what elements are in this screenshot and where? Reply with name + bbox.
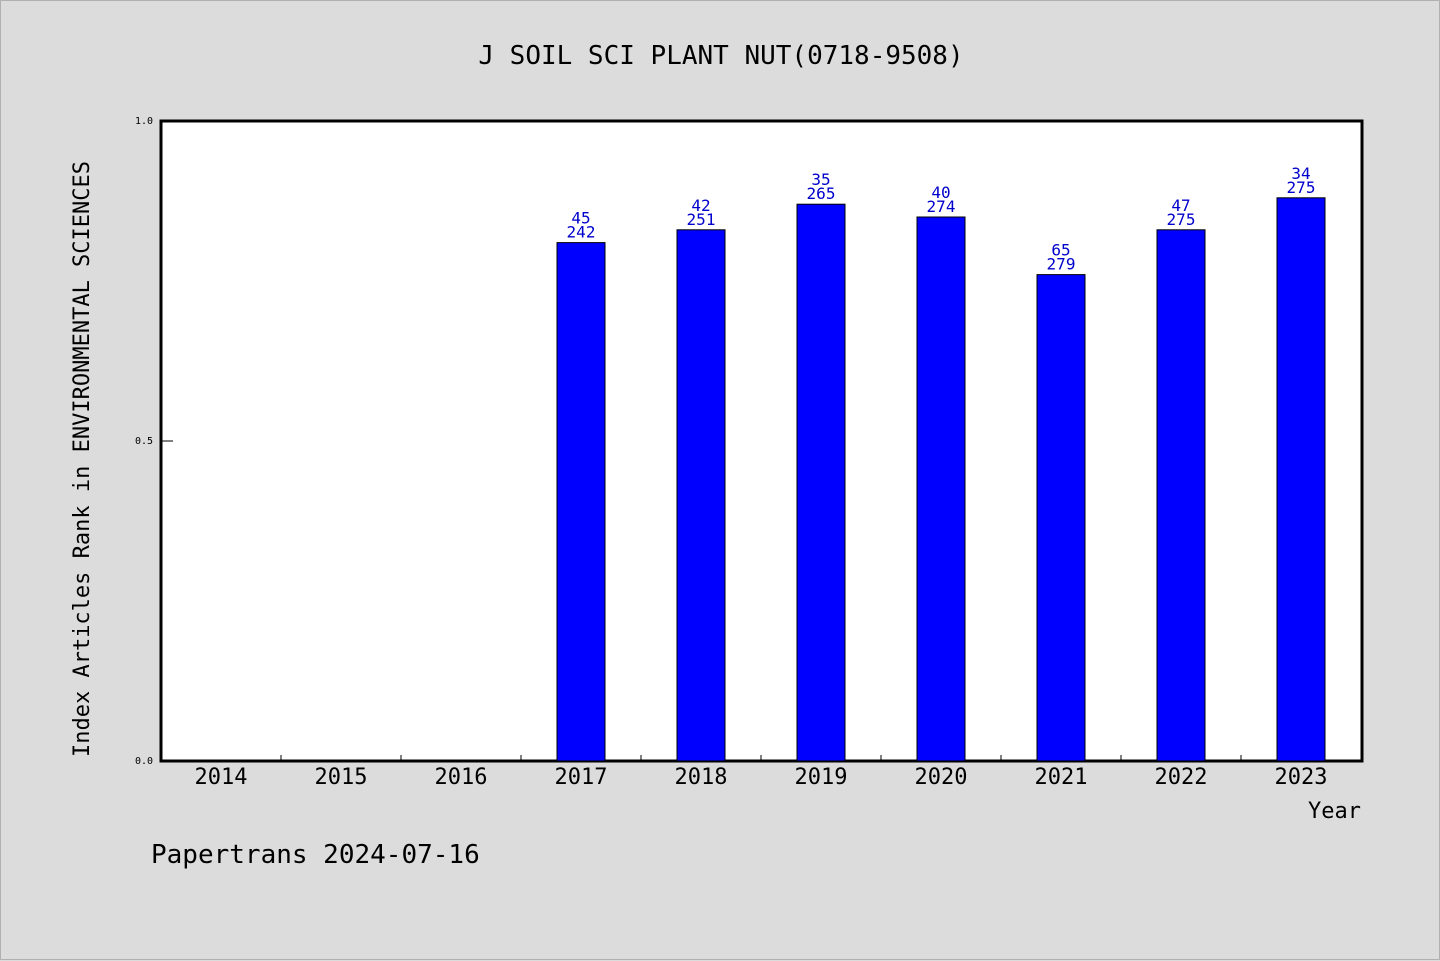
bar-total-label: 275 [1287,178,1316,197]
bar [676,229,726,762]
bar-rank-label: 42 [691,196,710,215]
x-tick-label: 2023 [1275,765,1328,790]
x-tick-label: 2022 [1155,765,1208,790]
bar-rank-label: 40 [931,183,950,202]
bar [1276,197,1326,762]
x-tick-label: 2020 [915,765,968,790]
bar-total-label: 275 [1167,210,1196,229]
bar [1036,274,1086,762]
bar [916,216,966,762]
bar-rank-label: 35 [811,170,830,189]
bar-rank-label: 65 [1051,241,1070,260]
bar-rank-label: 34 [1291,164,1310,183]
x-tick-label: 2016 [435,765,488,790]
footer-credit: Papertrans 2024-07-16 [151,840,480,870]
bar-total-label: 242 [567,223,596,242]
bar-rank-label: 47 [1171,196,1190,215]
y-tick-label: 0.0 [135,756,153,767]
bars-group [556,197,1326,762]
x-tick-label: 2015 [315,765,368,790]
x-tick-label: 2017 [555,765,608,790]
x-tick-label: 2021 [1035,765,1088,790]
bar [796,203,846,762]
axis-ticks: 0.0 0.5 1.0 2014 2015 2016 2017 2018 2019 2020 202… [135,116,1328,790]
y-tick-label: 1.0 [135,116,153,127]
x-tick-label: 2019 [795,765,848,790]
bar-total-label: 279 [1047,255,1076,274]
bar [556,242,606,762]
bar-total-label: 251 [687,210,716,229]
chart-title: J SOIL SCI PLANT NUT(0718-9508) [478,41,963,71]
y-tick-label: 0.5 [135,436,153,447]
bar [1156,229,1206,762]
bar-rank-label: 45 [571,209,590,228]
bar-total-label: 274 [927,197,956,216]
x-axis-title: Year [1308,799,1361,824]
bar-total-label: 265 [807,184,836,203]
y-axis-title: Index Articles Rank in ENVIRONMENTAL SCI… [70,161,95,757]
x-tick-label: 2018 [675,765,728,790]
x-tick-label: 2014 [195,765,248,790]
